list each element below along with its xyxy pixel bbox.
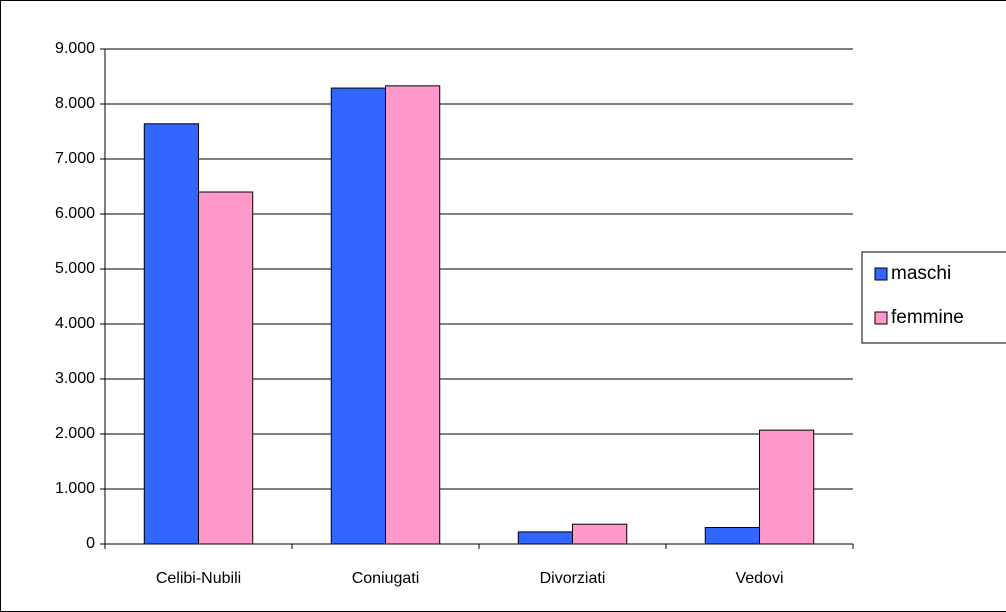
y-tick-label: 1.000 <box>55 480 95 497</box>
legend-label: maschi <box>891 263 951 284</box>
bar <box>198 191 254 545</box>
legend-box <box>861 251 1006 344</box>
y-tick-label: 5.000 <box>55 260 95 277</box>
bar <box>517 531 574 545</box>
y-tick-label: 8.000 <box>55 95 95 112</box>
y-tick-label: 6.000 <box>55 205 95 222</box>
x-tick-label: Divorziati <box>540 570 606 587</box>
legend-swatch <box>874 311 888 325</box>
y-tick-label: 7.000 <box>55 150 95 167</box>
bar <box>385 85 441 545</box>
bar <box>330 87 386 545</box>
bar <box>572 523 628 545</box>
y-tick-label: 3.000 <box>55 370 95 387</box>
x-tick-label: Coniugati <box>352 570 420 587</box>
y-tick-label: 0 <box>86 535 95 552</box>
legend-label: femmine <box>891 307 964 328</box>
x-tick-label: Celibi-Nubili <box>156 570 241 587</box>
y-tick-label: 4.000 <box>55 315 95 332</box>
x-tick-label: Vedovi <box>735 570 783 587</box>
y-tick-label: 2.000 <box>55 425 95 442</box>
bar <box>704 527 761 545</box>
y-tick-label: 9.000 <box>55 40 95 57</box>
bar <box>143 123 200 545</box>
bar <box>759 429 815 545</box>
legend-swatch <box>874 267 888 281</box>
